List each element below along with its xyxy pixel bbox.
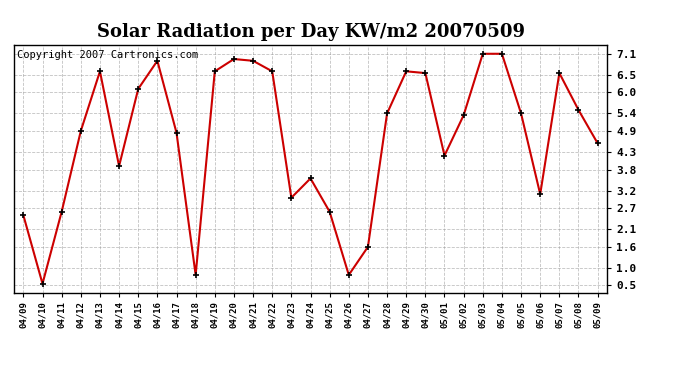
- Title: Solar Radiation per Day KW/m2 20070509: Solar Radiation per Day KW/m2 20070509: [97, 22, 524, 40]
- Text: Copyright 2007 Cartronics.com: Copyright 2007 Cartronics.com: [17, 50, 198, 60]
